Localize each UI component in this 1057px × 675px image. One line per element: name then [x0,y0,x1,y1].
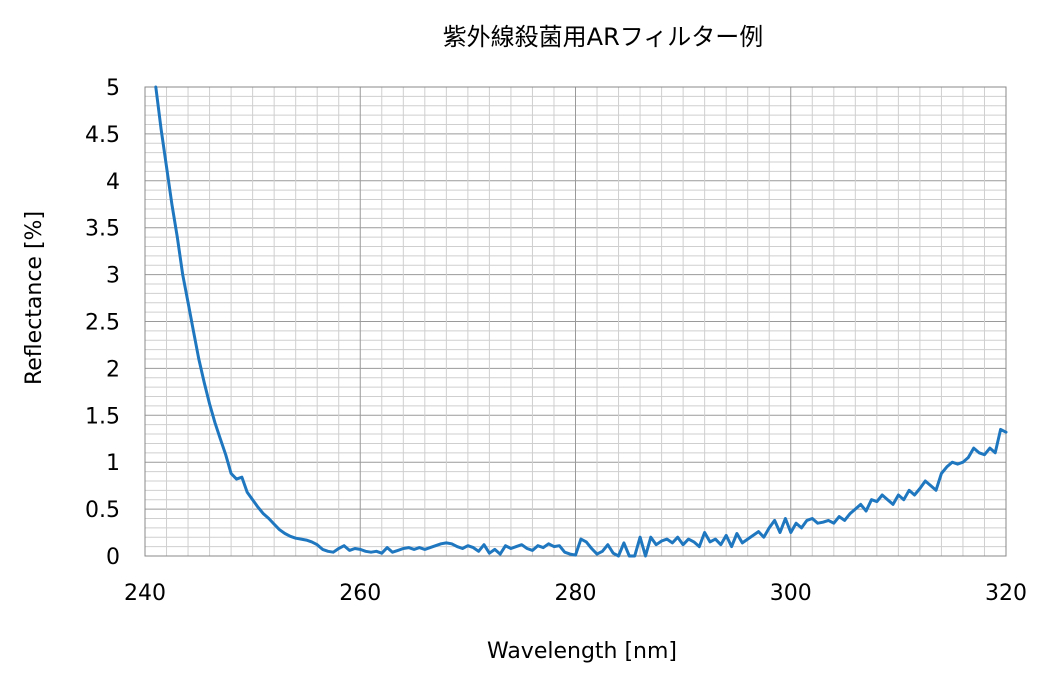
x-axis-title: Wavelength [nm] [487,639,677,664]
y-tick-label: 5 [106,76,120,101]
y-tick-label: 1 [106,451,120,476]
x-tick-label: 280 [555,581,597,606]
y-tick-label: 3.5 [85,217,120,242]
y-tick-labels: 0 0.5 1 1.5 2 2.5 3 3.5 4 4.5 5 [85,76,120,570]
series-line [154,85,1008,558]
y-tick-label: 2.5 [85,311,120,336]
x-tick-label: 260 [339,581,381,606]
grid [144,86,1007,557]
chart-title: 紫外線殺菌用ARフィルター例 [443,23,764,51]
y-axis-title: Reflectance [%] [22,211,47,385]
y-tick-label: 0.5 [85,498,120,523]
x-tick-labels: 240 260 280 300 320 [124,581,1027,606]
y-tick-label: 0 [106,545,120,570]
x-tick-label: 300 [770,581,812,606]
x-tick-label: 320 [985,581,1027,606]
y-tick-label: 1.5 [85,404,120,429]
y-tick-label: 4 [106,170,120,195]
series-group [154,85,1008,558]
y-tick-label: 2 [106,357,120,382]
y-tick-label: 4.5 [85,123,120,148]
y-tick-label: 3 [106,264,120,289]
x-tick-label: 240 [124,581,166,606]
